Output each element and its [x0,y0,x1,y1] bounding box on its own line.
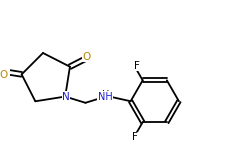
Text: O: O [0,70,7,80]
Text: F: F [132,132,138,142]
Text: N: N [99,92,107,102]
Text: O: O [83,52,91,62]
Text: N: N [62,92,70,102]
Text: H: H [102,90,109,100]
Text: NH: NH [98,92,112,102]
Text: F: F [133,61,139,71]
